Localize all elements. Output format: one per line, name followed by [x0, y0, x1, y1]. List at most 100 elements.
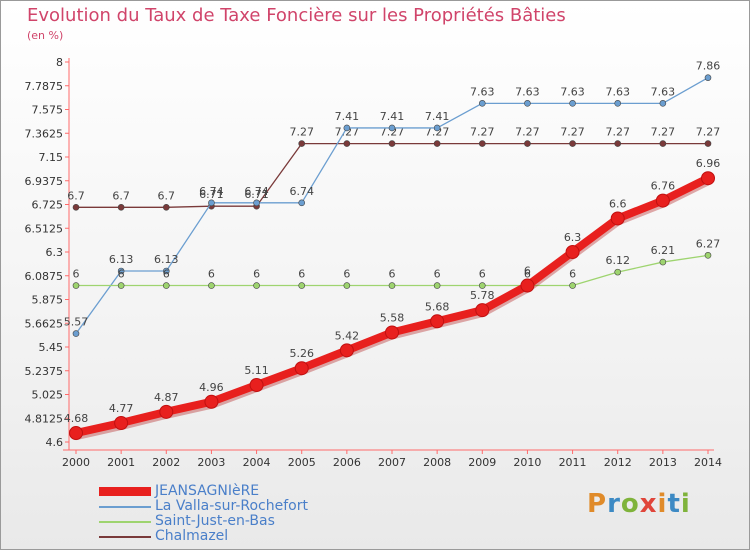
legend-swatch-jeansagniere — [99, 487, 151, 496]
x-tick-label: 2009 — [468, 456, 496, 469]
data-point — [433, 140, 441, 147]
logo-letter: o — [620, 489, 640, 519]
y-tick-label: 7.575 — [32, 104, 64, 117]
data-label: 6 — [524, 268, 531, 281]
data-point — [614, 268, 622, 276]
data-point — [388, 140, 396, 147]
x-tick-label: 2000 — [62, 456, 90, 469]
data-label: 4.96 — [199, 381, 224, 394]
y-tick-label: 6.9375 — [25, 175, 64, 188]
data-point — [117, 282, 125, 289]
data-label: 7.27 — [335, 126, 360, 139]
proxiti-logo: Proxiti — [587, 489, 691, 519]
data-point — [701, 171, 715, 186]
data-point — [478, 282, 486, 289]
data-label: 6.27 — [696, 237, 721, 250]
data-point — [208, 282, 215, 289]
legend: JEANSAGNIèRE La Valla-sur-Rochefort Sain… — [99, 484, 308, 544]
data-label: 6 — [569, 268, 576, 281]
data-label: 7.27 — [380, 126, 405, 139]
data-label: 7.63 — [605, 85, 630, 98]
data-label: 4.77 — [109, 402, 134, 415]
data-point — [388, 124, 396, 132]
data-label: 6 — [298, 268, 305, 281]
data-point — [520, 278, 535, 293]
data-point — [298, 282, 306, 289]
data-label: 6.74 — [244, 185, 269, 198]
data-label: 5.11 — [244, 364, 269, 377]
data-point — [659, 140, 667, 147]
data-point — [385, 325, 399, 340]
y-axis-unit-label: (en %) — [27, 29, 64, 42]
data-point — [433, 282, 441, 289]
data-point — [69, 426, 83, 441]
data-point — [294, 361, 309, 376]
legend-item-la-valla[interactable]: La Valla-sur-Rochefort — [99, 499, 308, 514]
data-label: 7.27 — [605, 126, 630, 139]
data-label: 7.27 — [560, 126, 585, 139]
data-point — [343, 282, 351, 289]
data-label: 6.76 — [651, 180, 676, 193]
data-label: 7.63 — [651, 85, 676, 98]
data-point — [430, 314, 445, 329]
data-point — [249, 378, 264, 392]
x-tick-label: 2006 — [333, 456, 361, 469]
logo-letter: i — [680, 489, 691, 519]
legend-item-saint-just[interactable]: Saint-Just-en-Bas — [99, 514, 308, 529]
data-point — [614, 100, 622, 107]
logo-letter: t — [667, 489, 681, 519]
data-point — [524, 100, 531, 107]
data-label: 6 — [389, 268, 396, 281]
data-point — [659, 258, 667, 266]
legend-label-la-valla: La Valla-sur-Rochefort — [155, 498, 308, 514]
data-label: 5.26 — [289, 347, 314, 360]
data-point — [565, 245, 580, 259]
data-label: 7.27 — [425, 126, 450, 139]
data-point — [475, 303, 490, 318]
y-tick-label: 7.7875 — [25, 80, 64, 93]
data-label: 7.27 — [515, 126, 540, 139]
data-label: 6 — [118, 268, 125, 281]
data-label: 6.13 — [109, 253, 134, 266]
data-point — [72, 282, 80, 289]
x-tick-label: 2010 — [513, 456, 541, 469]
data-point — [204, 394, 219, 409]
data-point — [117, 203, 125, 211]
x-tick-label: 2011 — [559, 456, 587, 469]
x-tick-label: 2013 — [649, 456, 677, 469]
data-point — [298, 199, 306, 207]
data-point — [253, 282, 260, 289]
data-label: 6.71 — [199, 188, 224, 201]
data-label: 6.12 — [605, 254, 630, 267]
y-tick-label: 6.3 — [46, 246, 64, 259]
data-label: 7.41 — [425, 110, 450, 123]
data-label: 4.68 — [64, 412, 89, 425]
data-point — [162, 282, 170, 289]
data-label: 6.74 — [289, 185, 314, 198]
data-point — [208, 199, 215, 207]
data-point — [339, 343, 354, 358]
y-tick-label: 5.2375 — [25, 365, 64, 378]
legend-item-jeansagniere[interactable]: JEANSAGNIèRE — [99, 484, 308, 499]
data-point — [433, 124, 441, 132]
data-label: 7.27 — [470, 126, 495, 139]
data-point — [388, 282, 396, 289]
y-tick-label: 6.5125 — [25, 222, 64, 235]
series-chalmazel: 6.7 6.7 6.7 6.71 6.71 7.27 7.27 7.27 7.27 7.27 7.2… — [67, 126, 720, 211]
data-label: 6 — [73, 268, 80, 281]
data-label: 4.87 — [154, 391, 179, 404]
y-tick-label: 7.3625 — [25, 127, 64, 140]
data-point — [569, 140, 576, 147]
data-label: 7.27 — [696, 126, 721, 139]
data-label: 6.13 — [154, 253, 179, 266]
legend-item-chalmazel[interactable]: Chalmazel — [99, 529, 308, 544]
data-point — [704, 74, 712, 81]
data-label: 7.41 — [335, 110, 360, 123]
data-label: 7.27 — [651, 126, 676, 139]
data-point — [343, 124, 351, 132]
data-label: 6 — [163, 268, 170, 281]
data-point — [614, 140, 622, 147]
series-la-valla-sur-rochefort: 5.57 6.13 6.13 6.74 6.74 6.74 7.41 7.41 7.41 7.63… — [64, 60, 720, 337]
data-point — [72, 330, 80, 337]
data-point — [569, 100, 576, 107]
